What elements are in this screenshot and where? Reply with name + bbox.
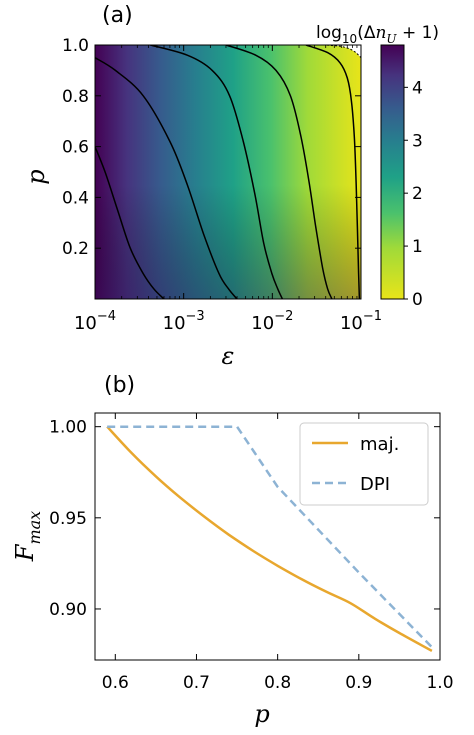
series-line-maj [106, 425, 433, 652]
contour-lines [95, 45, 361, 299]
heatmap-shading [95, 45, 361, 299]
x-tick-label: 1.0 [426, 673, 453, 693]
colorbar: 0 1 2 3 4 log10(ΔnU + 1) [316, 23, 439, 310]
contour-level-0-3 [305, 45, 361, 299]
legend-label-dpi: DPI [360, 474, 390, 495]
panel-b-series [106, 425, 433, 652]
contour-level-1 [225, 45, 333, 299]
panel-a-ylabel: p [22, 169, 50, 184]
panel-b-label: (b) [104, 373, 135, 398]
x-tick-label: 10−4 [74, 309, 116, 334]
legend: maj. DPI [299, 422, 429, 506]
colorbar-gradient [381, 45, 404, 299]
contour-level-2 [150, 45, 284, 299]
panel-a-y-axis: 0.2 0.4 0.6 0.8 1.0 [62, 36, 361, 259]
y-tick-label: 1.0 [62, 36, 89, 56]
x-tick-label: 10−3 [163, 309, 205, 334]
colorbar-frame [380, 44, 405, 300]
panel-b-frame [94, 412, 441, 661]
colorbar-tick-label: 3 [412, 131, 423, 151]
x-tick-label: 0.8 [264, 673, 291, 693]
panel-b-ylabel: Fmax [11, 511, 44, 562]
colorbar-tick-label: 2 [412, 184, 423, 204]
panel-a: (a) 10−4 10−3 10−2 10−1 0.2 0.4 0.6 0.8 1.0 ε p… [22, 3, 439, 370]
y-tick-label: 0.4 [62, 188, 89, 208]
legend-label-maj: maj. [360, 434, 399, 455]
panel-b-y-axis: 0.90 0.95 1.00 [49, 418, 440, 620]
x-tick-label: 0.7 [183, 673, 210, 693]
y-tick-label: 0.6 [62, 138, 89, 158]
colorbar-tick-label: 1 [412, 237, 423, 257]
panel-a-x-axis: 10−4 10−3 10−2 10−1 [74, 45, 382, 334]
x-tick-label: 0.6 [102, 673, 129, 693]
y-tick-label: 0.8 [62, 87, 89, 107]
series-line-dpi [107, 425, 433, 649]
y-tick-label: 0.2 [62, 239, 89, 259]
y-tick-label: 1.00 [49, 418, 87, 438]
y-tick-label: 0.90 [49, 600, 87, 620]
contour-level-4 [95, 146, 165, 299]
panel-a-xlabel: ε [222, 342, 235, 370]
x-tick-label: 0.9 [345, 673, 372, 693]
colorbar-tick-label: 4 [412, 78, 423, 98]
panel-a-frame [94, 44, 362, 300]
colorbar-label: log10(ΔnU + 1) [316, 23, 439, 46]
x-tick-label: 10−1 [340, 309, 382, 334]
contour-level-3 [95, 57, 238, 299]
colorbar-ticks: 0 1 2 3 4 [404, 78, 423, 310]
panel-b-xlabel: p [254, 700, 269, 728]
y-tick-label: 0.95 [49, 509, 87, 529]
panel-b: (b) 0.6 0.7 0.8 0.9 1.0 0.900.951.00 p Fmax … [11, 373, 454, 728]
panel-b-x-axis: 0.6 0.7 0.8 0.9 1.0 [102, 413, 454, 693]
x-tick-label: 10−2 [251, 309, 293, 334]
panel-a-label: (a) [102, 3, 133, 28]
colorbar-tick-label: 0 [412, 290, 423, 310]
